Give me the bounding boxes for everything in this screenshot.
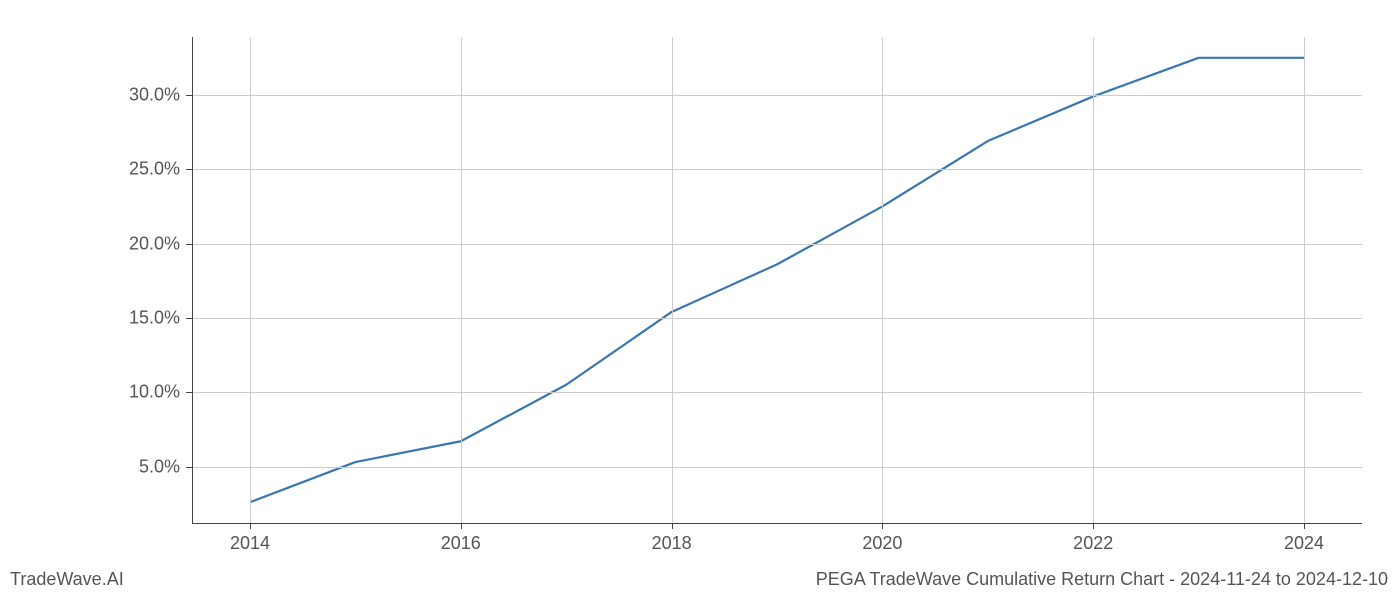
grid-hline <box>192 169 1362 170</box>
x-tick-label: 2014 <box>230 533 270 554</box>
line-series <box>192 37 1362 523</box>
y-tick-label: 20.0% <box>100 233 180 254</box>
chart-container: 2014 2016 2018 2020 2022 2024 5.0% 10.0% 15.0% 20… <box>0 0 1400 600</box>
x-tick-label: 2016 <box>441 533 481 554</box>
grid-hline <box>192 318 1362 319</box>
grid-hline <box>192 467 1362 468</box>
grid-vline <box>672 37 673 523</box>
x-tick-label: 2022 <box>1073 533 1113 554</box>
grid-hline <box>192 392 1362 393</box>
grid-hline <box>192 244 1362 245</box>
x-axis-spine <box>192 523 1362 524</box>
y-tick-label: 10.0% <box>100 382 180 403</box>
grid-vline <box>1304 37 1305 523</box>
y-tick-label: 15.0% <box>100 307 180 328</box>
y-axis-spine <box>192 37 193 523</box>
footer-right: PEGA TradeWave Cumulative Return Chart -… <box>816 569 1388 590</box>
y-tick-label: 5.0% <box>100 456 180 477</box>
y-tick-label: 25.0% <box>100 159 180 180</box>
x-tick-label: 2024 <box>1284 533 1324 554</box>
plot-area: 2014201620182020202220245.0%10.0%15.0%20… <box>192 37 1362 523</box>
grid-hline <box>192 95 1362 96</box>
footer-left: TradeWave.AI <box>10 569 124 590</box>
y-tick-label: 30.0% <box>100 84 180 105</box>
grid-vline <box>461 37 462 523</box>
series-line <box>250 58 1304 502</box>
x-tick-label: 2020 <box>862 533 902 554</box>
grid-vline <box>882 37 883 523</box>
grid-vline <box>250 37 251 523</box>
x-tick-label: 2018 <box>652 533 692 554</box>
grid-vline <box>1093 37 1094 523</box>
